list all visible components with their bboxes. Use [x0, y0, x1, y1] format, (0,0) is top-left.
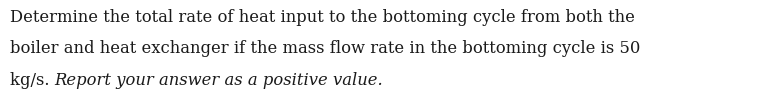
Text: Determine the total rate of heat input to the bottoming cycle from both the: Determine the total rate of heat input t… — [10, 9, 635, 26]
Text: boiler and heat exchanger if the mass flow rate in the bottoming cycle is 50: boiler and heat exchanger if the mass fl… — [10, 40, 640, 57]
Text: kg/s.: kg/s. — [10, 71, 55, 89]
Text: Report your answer as a positive value.: Report your answer as a positive value. — [55, 71, 384, 89]
